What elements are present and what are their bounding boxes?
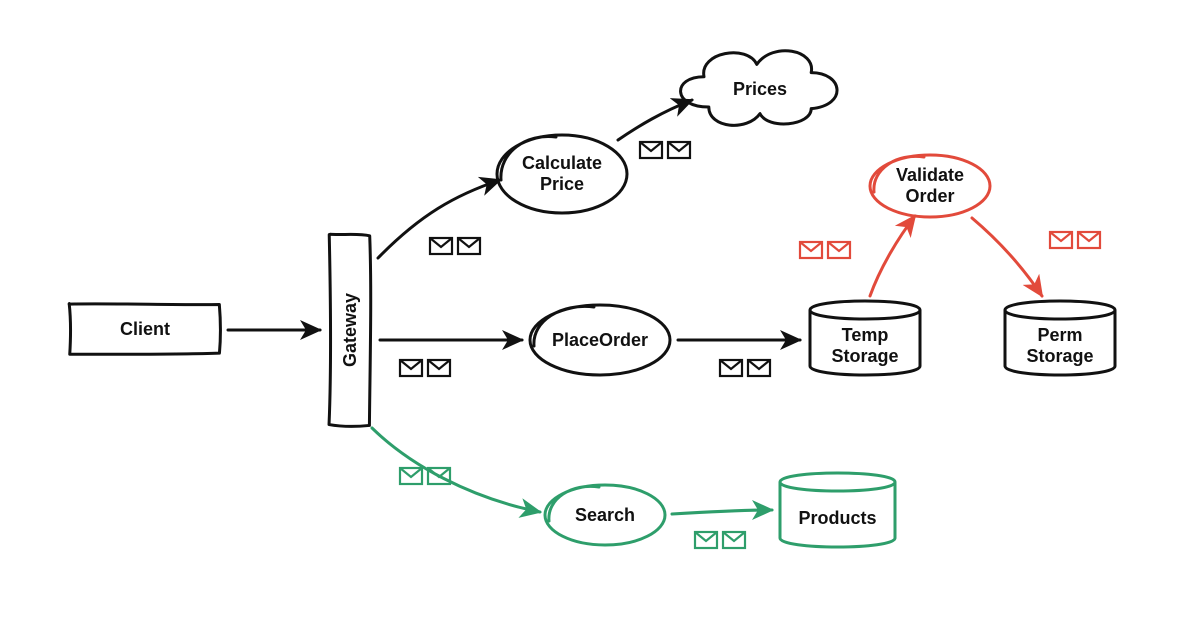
envelope-icon [458, 238, 480, 254]
node-label: Prices [729, 77, 791, 102]
architecture-diagram: { "canvas": { "width": 1200, "height": 6… [0, 0, 1200, 632]
node-label: Gateway [336, 291, 365, 369]
node-calcprice: Calculate Price [497, 135, 627, 213]
envelope-icon [800, 242, 822, 258]
envelope-icon [668, 142, 690, 158]
node-gateway: Gateway [330, 235, 370, 425]
envelope-icon [428, 360, 450, 376]
node-products: Products [780, 470, 895, 550]
node-client: Client [70, 304, 220, 354]
envelope-icon [428, 468, 450, 484]
envelope-icon [748, 360, 770, 376]
node-label: PlaceOrder [548, 328, 652, 353]
envelope-icon [1050, 232, 1072, 248]
envelope-icon [720, 360, 742, 376]
node-placeorder: PlaceOrder [530, 305, 670, 375]
edge-e-gw-search [372, 428, 540, 512]
envelope-icon [695, 532, 717, 548]
edge-e-gw-calc [378, 180, 500, 258]
edge-e-temp-validate [870, 216, 915, 296]
node-search: Search [545, 485, 665, 545]
edge-e-validate-perm [972, 218, 1042, 296]
envelope-icon [828, 242, 850, 258]
node-label: Perm Storage [1022, 323, 1097, 368]
node-label: Client [116, 317, 174, 342]
node-label: Search [571, 503, 639, 528]
envelope-icon [640, 142, 662, 158]
node-validate: Validate Order [870, 155, 990, 217]
envelope-icon [400, 360, 422, 376]
node-label: Validate Order [892, 163, 968, 208]
node-label: Temp Storage [827, 323, 902, 368]
node-prices: Prices [680, 48, 840, 130]
node-label: Products [794, 506, 880, 531]
envelope-icon [430, 238, 452, 254]
edge-e-search-products [672, 510, 772, 514]
node-permstore: Perm Storage [1005, 298, 1115, 378]
envelope-icon [723, 532, 745, 548]
envelope-icon [1078, 232, 1100, 248]
node-label: Calculate Price [518, 151, 606, 196]
node-tempstore: Temp Storage [810, 298, 920, 378]
envelope-icon [400, 468, 422, 484]
